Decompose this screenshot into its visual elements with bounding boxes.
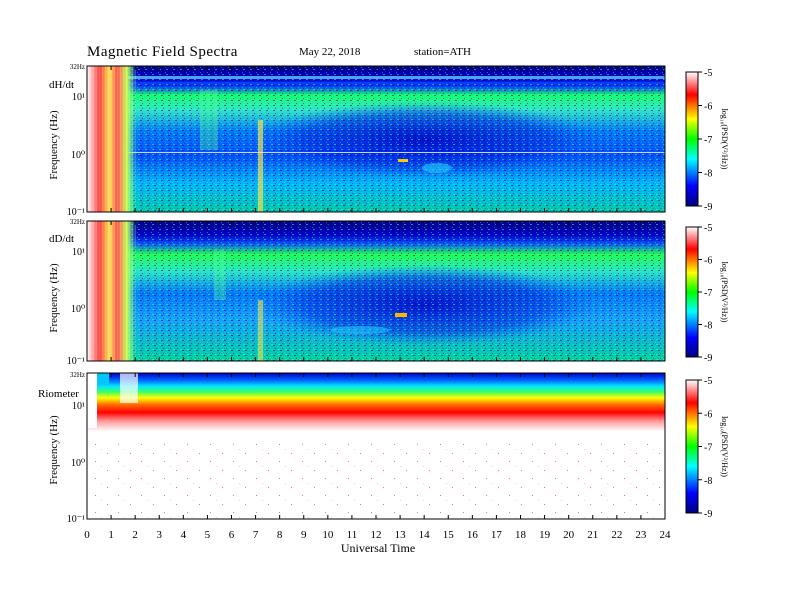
colorbar-label: log₁₀(PSD(V²/Hz)) (720, 262, 729, 323)
ytick-32hz-dhdt: 32Hz (70, 63, 85, 71)
colorbar-tick-label: -5 (704, 223, 712, 234)
panel-dddt: dD/dt Frequency (Hz) 32Hz 10¹ 10⁰ 10⁻¹ (48, 218, 666, 367)
colorbar-scale (685, 226, 699, 358)
colorbar-tick-label: -7 (704, 135, 712, 146)
colorbar-tick-label: -5 (704, 376, 712, 387)
x-tick-label: 23 (635, 529, 647, 541)
ylabel-riometer: Frequency (Hz) (48, 415, 60, 485)
colorbar-tick-label: -5 (704, 68, 712, 79)
x-tick-label: 12 (371, 529, 382, 541)
x-tick-label: 14 (419, 529, 431, 541)
colorbar-tick-label: -9 (704, 509, 712, 520)
x-tick-label: 18 (515, 529, 527, 541)
colorbar-label: log₁₀(PSD(V²/Hz)) (720, 109, 729, 170)
x-tick-label: 6 (229, 529, 235, 541)
colorbar-tick-label: -8 (704, 169, 712, 180)
ylabel-dddt: Frequency (Hz) (48, 263, 60, 333)
x-tick-label: 4 (181, 529, 187, 541)
x-tick-label: 2 (132, 529, 138, 541)
colorbar-tick-label: -6 (704, 409, 712, 420)
ytick-10e1-riometer: 10¹ (72, 401, 85, 412)
colorbar-tick-label: -8 (704, 321, 712, 332)
x-tick-label: 0 (84, 529, 90, 541)
ytick-10e1-dhdt: 10¹ (72, 92, 85, 103)
colorbar: -5 -6 -7 -8 -9 log₁₀(PSD(V²/Hz)) (685, 68, 729, 213)
x-tick-label: 24 (660, 529, 672, 541)
chart-date: May 22, 2018 (299, 46, 361, 58)
panel-label-dhdt: dH/dt (49, 79, 74, 91)
panel-label-riometer: Riometer (38, 388, 79, 400)
x-tick-label: 19 (539, 529, 551, 541)
panel-label-dddt: dD/dt (49, 233, 74, 245)
colorbar-tick-label: -9 (704, 202, 712, 213)
panel-riometer: Riometer Frequency (Hz) 32Hz 10¹ 10⁰ 10⁻… (38, 371, 666, 525)
x-tick-label: 15 (443, 529, 455, 541)
colorbar-tick-label: -7 (704, 288, 712, 299)
colorbar-scale (685, 379, 699, 514)
ytick-10e0-riometer: 10⁰ (71, 458, 85, 469)
panel-dhdt: dH/dt Frequency (Hz) 32Hz 10¹ 10⁰ 10⁻¹ (48, 63, 666, 218)
ytick-10e0-dhdt: 10⁰ (71, 150, 85, 161)
colorbar-tick-label: -8 (704, 476, 712, 487)
x-tick-label: 17 (491, 529, 503, 541)
colorbar: -5 -6 -7 -8 -9 log₁₀(PSD(V²/Hz)) (685, 376, 729, 520)
colorbar-scale (685, 71, 699, 207)
x-tick-label: 16 (467, 529, 479, 541)
station-label: station=ATH (414, 46, 471, 58)
ytick-10e-1-dddt: 10⁻¹ (67, 356, 85, 367)
x-tick-label: 3 (157, 529, 163, 541)
ytick-10e0-dddt: 10⁰ (71, 304, 85, 315)
x-tick-label: 11 (347, 529, 358, 541)
chart-title: Magnetic Field Spectra (87, 44, 238, 60)
ylabel-dhdt: Frequency (Hz) (48, 110, 60, 180)
x-tick-label: 1 (108, 529, 114, 541)
x-axis-label: Universal Time (341, 541, 415, 555)
ytick-10e-1-riometer: 10⁻¹ (67, 514, 85, 525)
colorbar-tick-label: -9 (704, 353, 712, 364)
x-tick-label: 21 (587, 529, 598, 541)
x-tick-label: 20 (563, 529, 575, 541)
colorbar-tick-label: -6 (704, 256, 712, 267)
x-tick-label: 22 (611, 529, 622, 541)
x-tick-label: 13 (395, 529, 407, 541)
colorbar-label: log₁₀(PSD(V²/Hz)) (720, 416, 729, 477)
x-tick-label: 7 (253, 529, 259, 541)
colorbar-tick-label: -6 (704, 102, 712, 113)
x-tick-label: 5 (205, 529, 211, 541)
ytick-10e1-dddt: 10¹ (72, 247, 85, 258)
x-axis: 0 1 2 3 4 5 6 7 8 9 10 11 12 13 14 15 16 17 18 19 20 21 22 23 24 (84, 66, 671, 541)
colorbars: -5 -6 -7 -8 -9 log₁₀(PSD(V²/Hz)) -5 -6 -7 -8 -9 log… (685, 68, 729, 520)
ytick-10e-1-dhdt: 10⁻¹ (67, 207, 85, 218)
ytick-32hz-dddt: 32Hz (70, 218, 85, 226)
colorbar-tick-label: -7 (704, 443, 712, 454)
colorbar: -5 -6 -7 -8 -9 log₁₀(PSD(V²/Hz)) (685, 223, 729, 364)
x-tick-label: 8 (277, 529, 283, 541)
x-tick-label: 10 (322, 529, 334, 541)
ytick-32hz-riometer: 32Hz (70, 371, 85, 379)
x-tick-label: 9 (301, 529, 307, 541)
